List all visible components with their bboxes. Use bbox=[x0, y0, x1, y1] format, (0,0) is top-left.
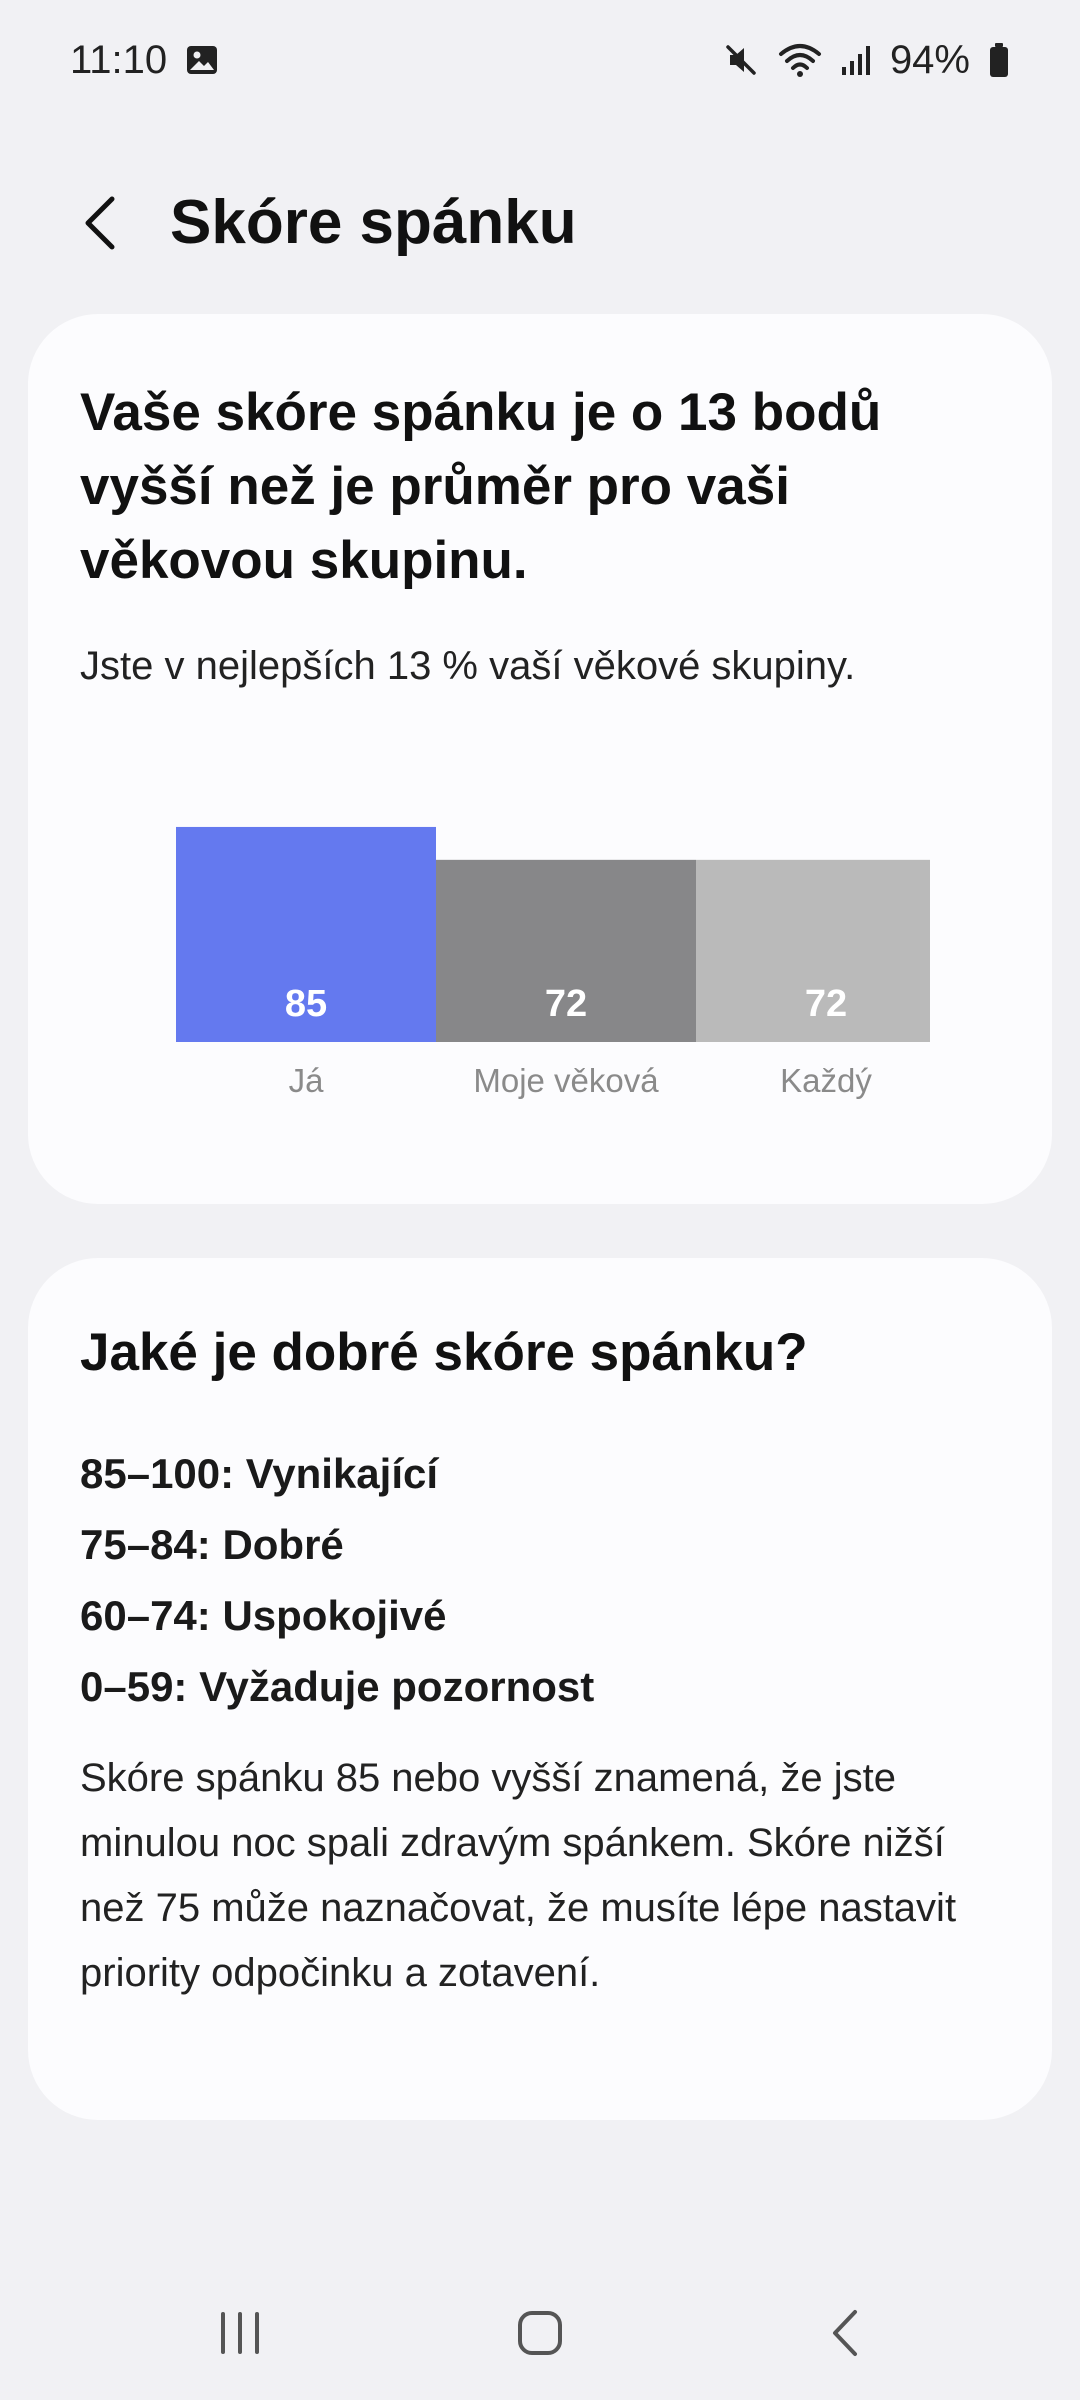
bar-value-label: 72 bbox=[805, 983, 847, 1025]
battery-text: 94% bbox=[889, 37, 970, 82]
comparison-heading: Vaše skóre spánku je o 13 bodů vyšší než… bbox=[80, 383, 882, 590]
sleep-score-comparison-chart: 85 Já 72 Moje věková 72 Každý bbox=[148, 784, 930, 1114]
nav-back-button[interactable] bbox=[805, 2300, 885, 2370]
app-header: Skóre spánku bbox=[0, 175, 1080, 275]
home-button[interactable] bbox=[500, 2300, 580, 2370]
bar-0 bbox=[176, 826, 436, 1042]
status-time: 11:10 bbox=[70, 37, 168, 82]
info-heading: Jaké je dobré skóre spánku? bbox=[80, 1323, 808, 1382]
score-ranges-list: 85–100: Vynikající 75–84: Dobré 60–74: U… bbox=[80, 1438, 594, 1722]
signal-icon bbox=[840, 43, 872, 77]
bar-category-label: Já bbox=[289, 1062, 325, 1099]
status-bar: 11:10 bbox=[0, 0, 1080, 120]
status-left: 11:10 bbox=[70, 38, 219, 83]
battery-icon bbox=[988, 42, 1010, 78]
info-card: Jaké je dobré skóre spánku? 85–100: Vyni… bbox=[28, 1258, 1052, 2120]
bar-category-label: Moje věková bbox=[473, 1062, 659, 1099]
gallery-icon bbox=[185, 43, 219, 77]
chevron-left-icon bbox=[80, 193, 120, 258]
page-title: Skóre spánku bbox=[170, 188, 577, 257]
back-icon bbox=[827, 2308, 863, 2363]
wifi-icon bbox=[778, 41, 822, 79]
system-nav-bar bbox=[0, 2260, 1080, 2400]
chart-svg: 85 Já 72 Moje věková 72 Každý bbox=[176, 826, 930, 1099]
bar-1 bbox=[436, 859, 696, 1042]
status-right: 94% bbox=[722, 38, 1010, 83]
bar-value-label: 85 bbox=[285, 983, 327, 1025]
recent-apps-icon bbox=[215, 2310, 265, 2361]
score-range-item: 0–59: Vyžaduje pozornost bbox=[80, 1663, 595, 1710]
mute-icon bbox=[722, 41, 760, 79]
comparison-subtitle: Jste v nejlepších 13 % vaší věkové skupi… bbox=[80, 644, 856, 688]
home-icon bbox=[516, 2309, 564, 2362]
score-range-item: 60–74: Uspokojivé bbox=[80, 1592, 447, 1639]
comparison-card: Vaše skóre spánku je o 13 bodů vyšší než… bbox=[28, 314, 1052, 1204]
bar-2 bbox=[696, 859, 930, 1042]
recent-apps-button[interactable] bbox=[200, 2300, 280, 2370]
score-range-item: 85–100: Vynikající bbox=[80, 1450, 439, 1497]
bar-category-label: Každý bbox=[780, 1062, 872, 1099]
back-button[interactable] bbox=[70, 195, 130, 255]
score-range-item: 75–84: Dobré bbox=[80, 1521, 344, 1568]
bar-value-label: 72 bbox=[545, 983, 587, 1025]
info-paragraph: Skóre spánku 85 nebo vyšší znamená, že j… bbox=[80, 1756, 957, 1995]
